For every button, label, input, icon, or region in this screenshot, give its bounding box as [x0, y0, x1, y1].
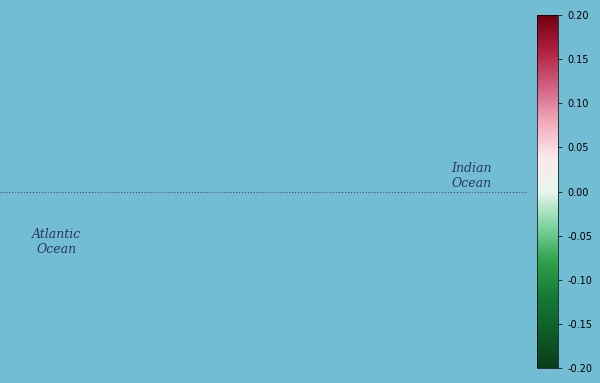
Text: Indian
Ocean: Indian Ocean [451, 162, 492, 190]
Text: Atlantic
Ocean: Atlantic Ocean [32, 228, 81, 256]
